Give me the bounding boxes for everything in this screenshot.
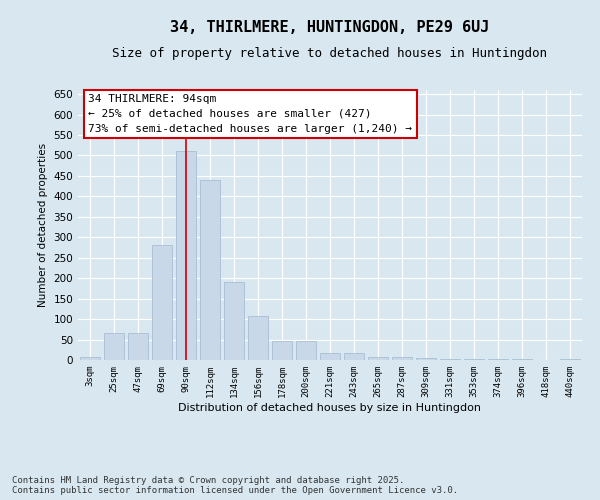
Y-axis label: Number of detached properties: Number of detached properties xyxy=(38,143,48,307)
Bar xyxy=(320,352,340,360)
Bar xyxy=(440,359,460,360)
Bar xyxy=(560,359,580,360)
Bar xyxy=(248,316,268,360)
Bar xyxy=(512,359,532,360)
Bar xyxy=(152,246,172,360)
Bar xyxy=(416,358,436,360)
Bar xyxy=(392,356,412,360)
Text: Contains HM Land Registry data © Crown copyright and database right 2025.
Contai: Contains HM Land Registry data © Crown c… xyxy=(12,476,458,495)
Bar xyxy=(176,152,196,360)
Bar xyxy=(344,352,364,360)
Bar xyxy=(272,341,292,360)
Text: 34, THIRLMERE, HUNTINGDON, PE29 6UJ: 34, THIRLMERE, HUNTINGDON, PE29 6UJ xyxy=(170,20,490,35)
Bar xyxy=(224,282,244,360)
Text: 34 THIRLMERE: 94sqm
← 25% of detached houses are smaller (427)
73% of semi-detac: 34 THIRLMERE: 94sqm ← 25% of detached ho… xyxy=(88,94,412,134)
Bar xyxy=(128,334,148,360)
Bar xyxy=(80,356,100,360)
Bar xyxy=(104,334,124,360)
Bar xyxy=(488,359,508,360)
Bar xyxy=(368,356,388,360)
Bar xyxy=(200,180,220,360)
Bar xyxy=(296,341,316,360)
Bar xyxy=(464,359,484,360)
Text: Size of property relative to detached houses in Huntingdon: Size of property relative to detached ho… xyxy=(113,48,548,60)
X-axis label: Distribution of detached houses by size in Huntingdon: Distribution of detached houses by size … xyxy=(179,402,482,412)
